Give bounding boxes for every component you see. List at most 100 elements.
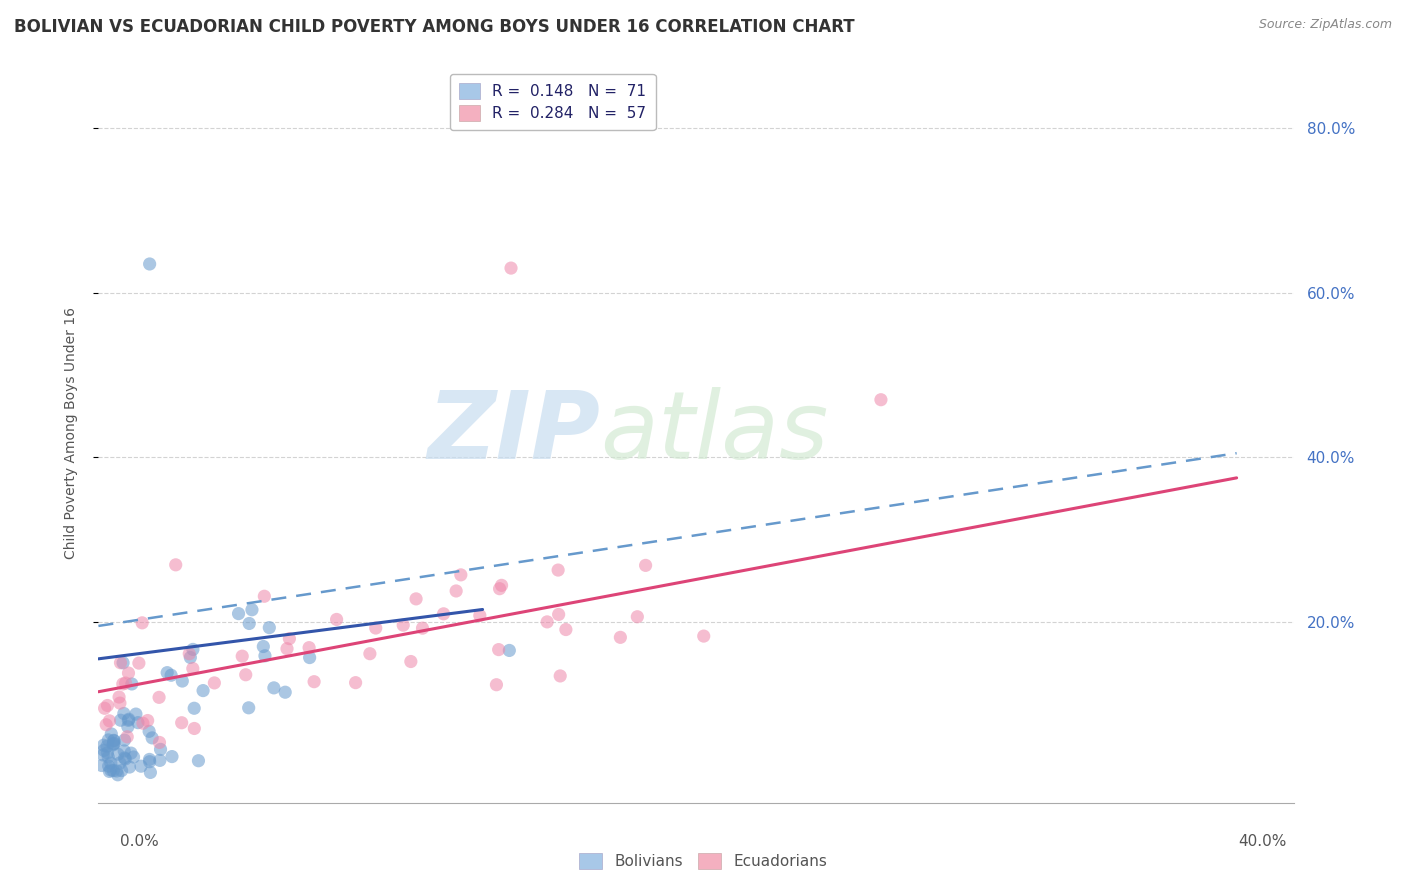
Point [112, 706, 135, 721]
Point [364, 621, 387, 635]
Point [499, 261, 522, 276]
Point [125, 707, 148, 722]
Point [191, 683, 214, 698]
Point [114, 733, 136, 747]
Y-axis label: Child Poverty Among Boys Under 16: Child Poverty Among Boys Under 16 [63, 307, 77, 558]
Point [138, 257, 160, 271]
Point [412, 621, 434, 635]
Point [278, 632, 301, 646]
Point [103, 764, 125, 778]
Point [117, 666, 139, 681]
Point [103, 733, 125, 747]
Point [491, 578, 513, 592]
Point [96, 698, 118, 713]
Text: ZIP: ZIP [427, 386, 600, 479]
Point [488, 642, 510, 657]
Point [870, 392, 893, 407]
Point [187, 754, 209, 768]
Point [114, 752, 136, 766]
Point [253, 589, 276, 603]
Point [302, 674, 325, 689]
Point [110, 656, 132, 670]
Point [129, 759, 152, 773]
Point [138, 755, 160, 769]
Point [136, 714, 159, 728]
Point [325, 612, 347, 626]
Point [138, 724, 160, 739]
Point [298, 640, 321, 655]
Point [141, 731, 163, 745]
Point [117, 714, 139, 728]
Point [114, 676, 136, 690]
Point [96, 746, 118, 760]
Point [183, 701, 205, 715]
Point [179, 647, 201, 661]
Point [548, 669, 571, 683]
Point [148, 735, 170, 749]
Point [298, 650, 321, 665]
Point [160, 668, 183, 682]
Point [179, 650, 201, 665]
Point [132, 716, 155, 731]
Legend: Bolivians, Ecuadorians: Bolivians, Ecuadorians [572, 847, 834, 875]
Point [238, 701, 260, 715]
Point [259, 621, 281, 635]
Point [118, 712, 141, 726]
Point [444, 584, 467, 599]
Point [91, 747, 114, 762]
Point [139, 765, 162, 780]
Point [392, 618, 415, 632]
Point [131, 615, 153, 630]
Point [112, 744, 135, 758]
Point [111, 677, 134, 691]
Point [432, 607, 454, 621]
Point [100, 763, 122, 777]
Point [93, 743, 115, 757]
Point [228, 607, 250, 621]
Point [100, 727, 122, 741]
Point [120, 746, 142, 760]
Point [498, 643, 520, 657]
Point [235, 667, 257, 681]
Point [90, 758, 112, 772]
Text: atlas: atlas [600, 387, 828, 478]
Point [181, 642, 204, 657]
Point [148, 690, 170, 705]
Point [118, 760, 141, 774]
Point [138, 752, 160, 766]
Point [253, 648, 276, 663]
Point [97, 733, 120, 747]
Point [103, 736, 125, 750]
Point [172, 673, 194, 688]
Legend: R =  0.148   N =  71, R =  0.284   N =  57: R = 0.148 N = 71, R = 0.284 N = 57 [450, 74, 655, 130]
Text: 0.0%: 0.0% [120, 834, 159, 849]
Point [399, 655, 422, 669]
Point [101, 738, 124, 752]
Point [114, 751, 136, 765]
Point [97, 759, 120, 773]
Point [276, 641, 298, 656]
Point [165, 558, 187, 572]
Point [450, 567, 472, 582]
Point [609, 631, 631, 645]
Point [202, 676, 225, 690]
Point [122, 750, 145, 764]
Point [547, 563, 569, 577]
Point [98, 764, 121, 779]
Point [160, 749, 183, 764]
Point [96, 717, 118, 731]
Point [240, 603, 263, 617]
Point [156, 665, 179, 680]
Point [108, 696, 131, 710]
Point [344, 675, 367, 690]
Point [108, 690, 131, 704]
Point [547, 607, 569, 622]
Point [485, 678, 508, 692]
Point [100, 756, 122, 771]
Point [98, 714, 121, 728]
Point [128, 656, 150, 670]
Point [105, 764, 128, 778]
Point [93, 738, 115, 752]
Point [231, 649, 253, 664]
Point [107, 747, 129, 762]
